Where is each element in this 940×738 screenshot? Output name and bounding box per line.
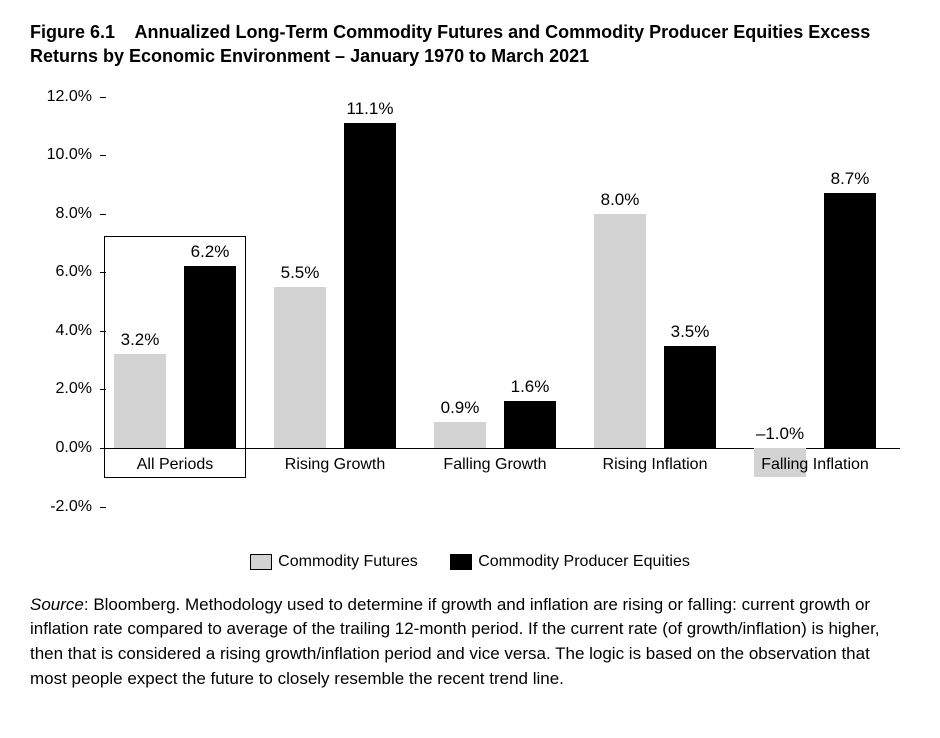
bar [824, 193, 876, 448]
legend-item-equities: Commodity Producer Equities [450, 553, 690, 571]
bar-value-label: –1.0% [756, 424, 804, 444]
y-tick-label: 0.0% [30, 439, 92, 457]
y-tick-mark [100, 272, 106, 273]
y-tick-mark [100, 214, 106, 215]
bar [274, 287, 326, 448]
bar-value-label: 1.6% [511, 377, 550, 397]
legend-swatch [250, 554, 272, 570]
plot-area: 3.2%6.2%All Periods5.5%11.1%Rising Growt… [100, 97, 900, 507]
bar [434, 422, 486, 448]
bar-value-label: 3.5% [671, 322, 710, 342]
bar-value-label: 0.9% [441, 398, 480, 418]
bar-value-label: 8.0% [601, 190, 640, 210]
source-note: Source: Bloomberg. Methodology used to d… [30, 593, 910, 692]
bar-value-label: 8.7% [831, 169, 870, 189]
y-tick-mark [100, 97, 106, 98]
bar [664, 346, 716, 449]
y-tick-label: 10.0% [30, 146, 92, 164]
figure-title: Annualized Long-Term Commodity Futures a… [30, 22, 870, 66]
y-tick-mark [100, 507, 106, 508]
legend-label: Commodity Producer Equities [478, 553, 690, 571]
legend-swatch [450, 554, 472, 570]
category-label: Rising Growth [285, 456, 385, 474]
highlight-box [104, 236, 246, 478]
figure-label: Figure 6.1 [30, 22, 115, 42]
y-tick-label: 4.0% [30, 322, 92, 340]
bar [344, 123, 396, 448]
y-tick-label: 2.0% [30, 380, 92, 398]
y-tick-label: 6.0% [30, 263, 92, 281]
y-tick-label: -2.0% [30, 498, 92, 516]
legend-label: Commodity Futures [278, 553, 418, 571]
source-text: : Bloomberg. Methodology used to determi… [30, 595, 880, 688]
bar-value-label: 11.1% [347, 99, 394, 119]
y-tick-label: 12.0% [30, 88, 92, 106]
chart-container: 3.2%6.2%All Periods5.5%11.1%Rising Growt… [30, 87, 910, 547]
bar [504, 401, 556, 448]
category-label: Falling Inflation [761, 456, 869, 474]
legend: Commodity Futures Commodity Producer Equ… [30, 553, 910, 575]
y-tick-mark [100, 155, 106, 156]
bar-value-label: 5.5% [281, 263, 320, 283]
category-label: Rising Inflation [603, 456, 708, 474]
y-tick-mark [100, 448, 106, 449]
y-tick-mark [100, 331, 106, 332]
y-tick-mark [100, 389, 106, 390]
category-label: Falling Growth [443, 456, 546, 474]
y-tick-label: 8.0% [30, 205, 92, 223]
legend-item-futures: Commodity Futures [250, 553, 418, 571]
source-label: Source [30, 595, 84, 614]
figure-title-block: Figure 6.1 Annualized Long-Term Commodit… [30, 20, 910, 69]
bar [594, 214, 646, 448]
